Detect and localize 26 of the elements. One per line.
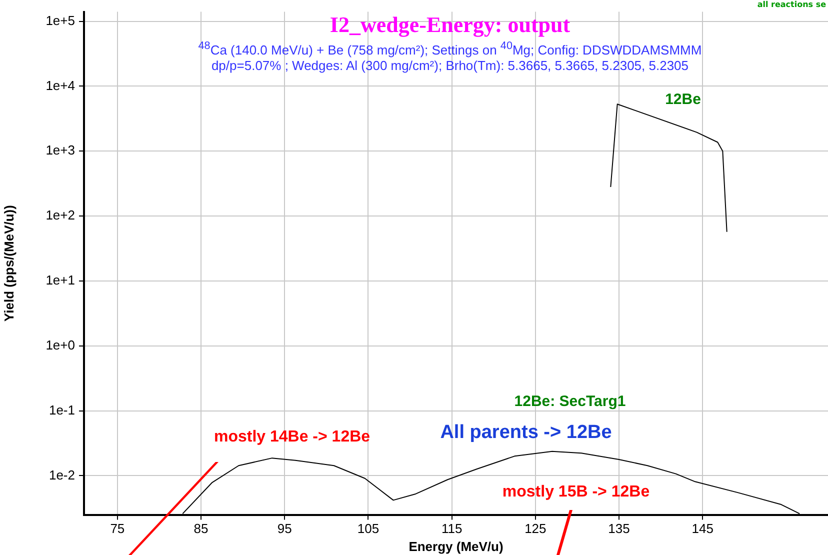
x-tick-label: 85 [194, 521, 208, 536]
annotation: mostly 14Be -> 12Be [214, 428, 370, 446]
x-tick-label: 145 [692, 521, 714, 536]
x-tick-label: 95 [277, 521, 292, 536]
x-tick-label: 125 [524, 521, 546, 536]
chart-title: I2_wedge-Energy: output [328, 12, 572, 38]
text: all reactions se [757, 0, 826, 9]
y-tick-label: 1e+0 [46, 337, 75, 352]
annotation: All parents -> 12Be [440, 422, 612, 444]
y-tick-label: 1e+5 [46, 12, 75, 28]
annotation: mostly 15B -> 12Be [502, 483, 650, 500]
text: $^{48}$Ca (140.0 MeV/u) + Be (758 mg/cm²); Settings on $^{40}$Mg; Config: DDSWDDAMSMMM dp/p=5.07% ; Wedges: Al (300 mg/cm²); Brho(Tm): 5.3665, 5.3665, 5.2305, 5.2305 [197, 40, 703, 73]
x-axis-title: Energy (MeV/u) [408, 538, 504, 554]
annotation: 12Be [665, 91, 701, 108]
annotation: 12Be: SecTarg1 [514, 393, 626, 410]
y-tick-label: 1e-1 [48, 402, 75, 418]
y-tick-label: 1e+1 [46, 272, 75, 288]
y-tick-label: 1e+2 [46, 208, 75, 223]
x-tick-label: 75 [110, 521, 125, 536]
y-axis-title: Yield (pps/(MeV/u)) [1, 205, 16, 322]
x-tick-label: 105 [357, 521, 380, 536]
y-tick-label: 1e+3 [46, 142, 75, 158]
x-tick-label: 115 [441, 521, 462, 536]
y-tick-label: 1e+4 [46, 78, 75, 93]
x-tick-label: 135 [608, 521, 630, 536]
y-tick-label: 1e-2 [48, 467, 75, 482]
